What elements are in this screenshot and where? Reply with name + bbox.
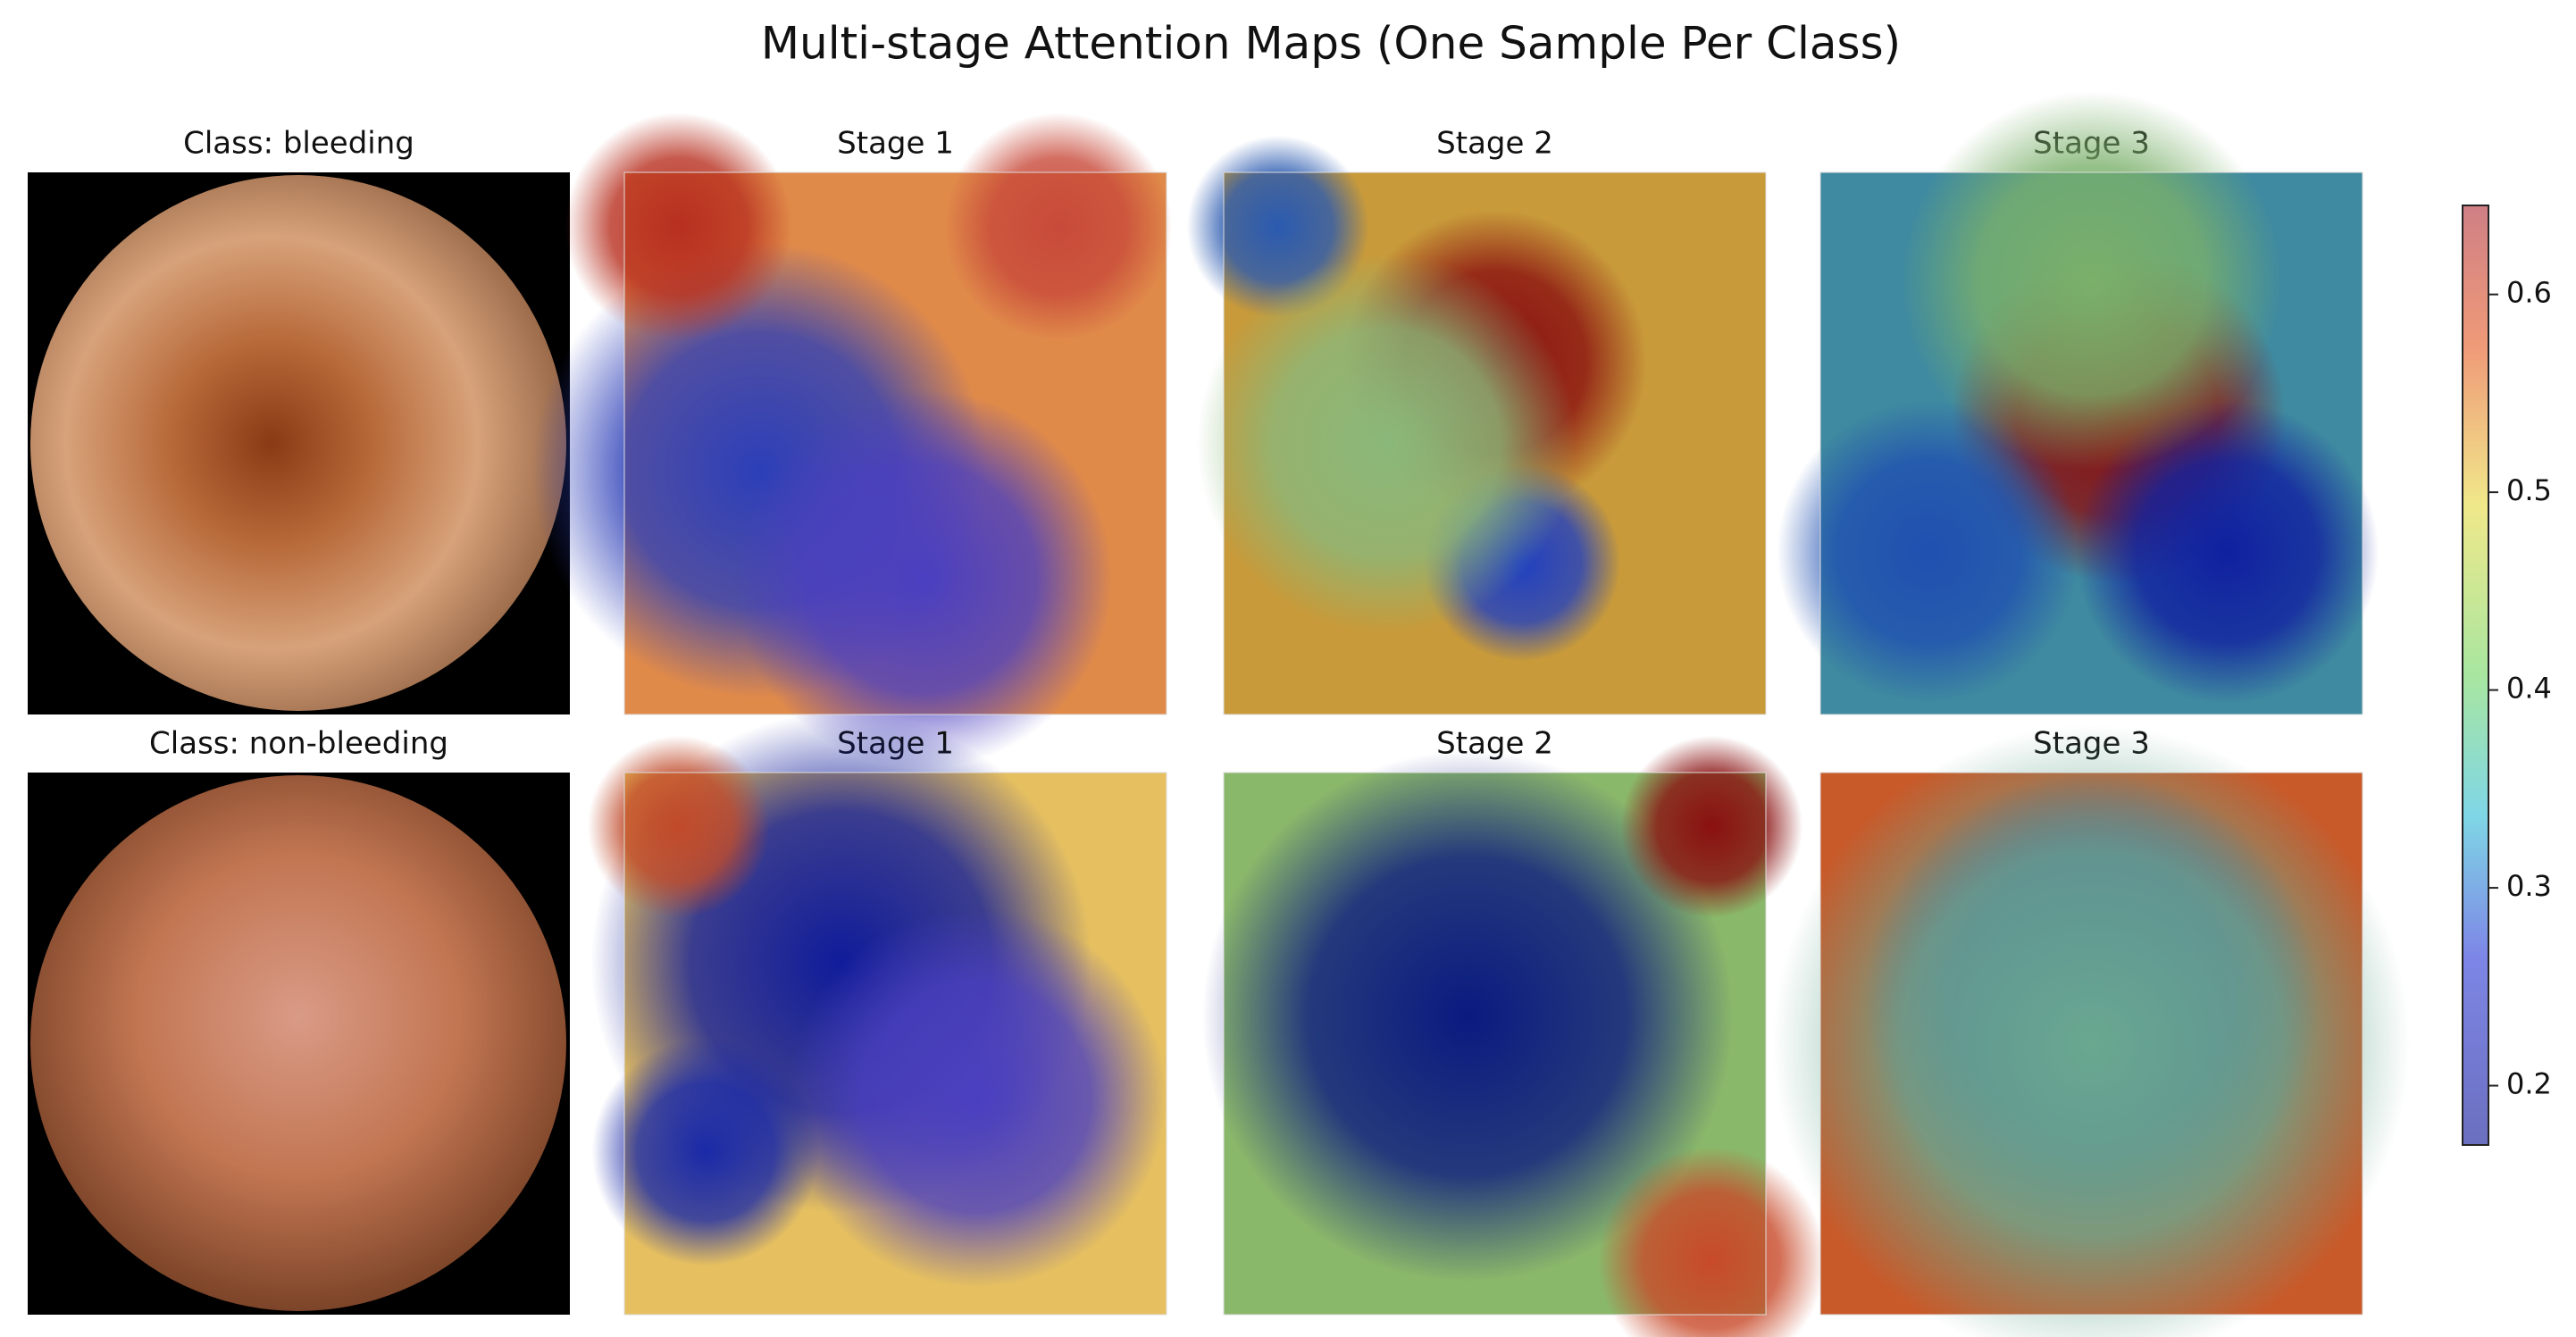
heatmap-blob — [732, 389, 1113, 769]
panel-title: Stage 2 — [1436, 126, 1553, 162]
heatmap-blob — [1196, 254, 1577, 633]
panel — [1201, 735, 1826, 1337]
heatmap-frame — [1819, 772, 2363, 1316]
heatmap-blob — [1620, 735, 1803, 918]
heatmap-frame — [1819, 171, 2363, 715]
panel — [1777, 90, 2379, 715]
heatmap-blob — [1777, 399, 2081, 704]
colorbar-tick-label: 0.5 — [2506, 473, 2552, 507]
heatmap-frame — [1223, 772, 1767, 1316]
photo — [30, 175, 566, 711]
panel — [1772, 724, 2411, 1337]
panel — [531, 113, 1173, 769]
colorbar — [2462, 205, 2489, 1146]
colorbar-tick-label: 0.3 — [2506, 869, 2552, 903]
colorbar-tick-label: 0.2 — [2506, 1067, 2552, 1101]
heatmap-blob — [1201, 750, 1734, 1283]
heatmap-blob — [1597, 1146, 1826, 1337]
panel — [28, 773, 570, 1315]
panel — [587, 712, 1167, 1316]
heatmap-frame — [1223, 171, 1767, 715]
panel — [28, 172, 570, 714]
panel — [1186, 135, 1767, 715]
panel-title: Stage 1 — [837, 126, 954, 162]
heatmap-blob — [2075, 399, 2379, 704]
heatmap-blob — [1772, 724, 2411, 1337]
photo — [30, 775, 566, 1311]
colorbar-tick-label: 0.6 — [2506, 276, 2552, 310]
chart-title: Multi-stage Attention Maps (One Sample P… — [761, 18, 1901, 70]
heatmap-blob — [565, 113, 793, 341]
heatmap-frame — [623, 772, 1167, 1316]
heatmap-blob — [787, 907, 1167, 1288]
panel-title: Class: non-bleeding — [149, 726, 448, 762]
heatmap-frame — [623, 171, 1167, 715]
heatmap-blob — [587, 735, 770, 918]
panel-title: Class: bleeding — [183, 126, 414, 162]
heatmap-blob — [944, 113, 1173, 341]
heatmap-blob — [1902, 90, 2281, 471]
heatmap-blob — [591, 1038, 820, 1266]
colorbar-tick-label: 0.4 — [2506, 672, 2552, 706]
